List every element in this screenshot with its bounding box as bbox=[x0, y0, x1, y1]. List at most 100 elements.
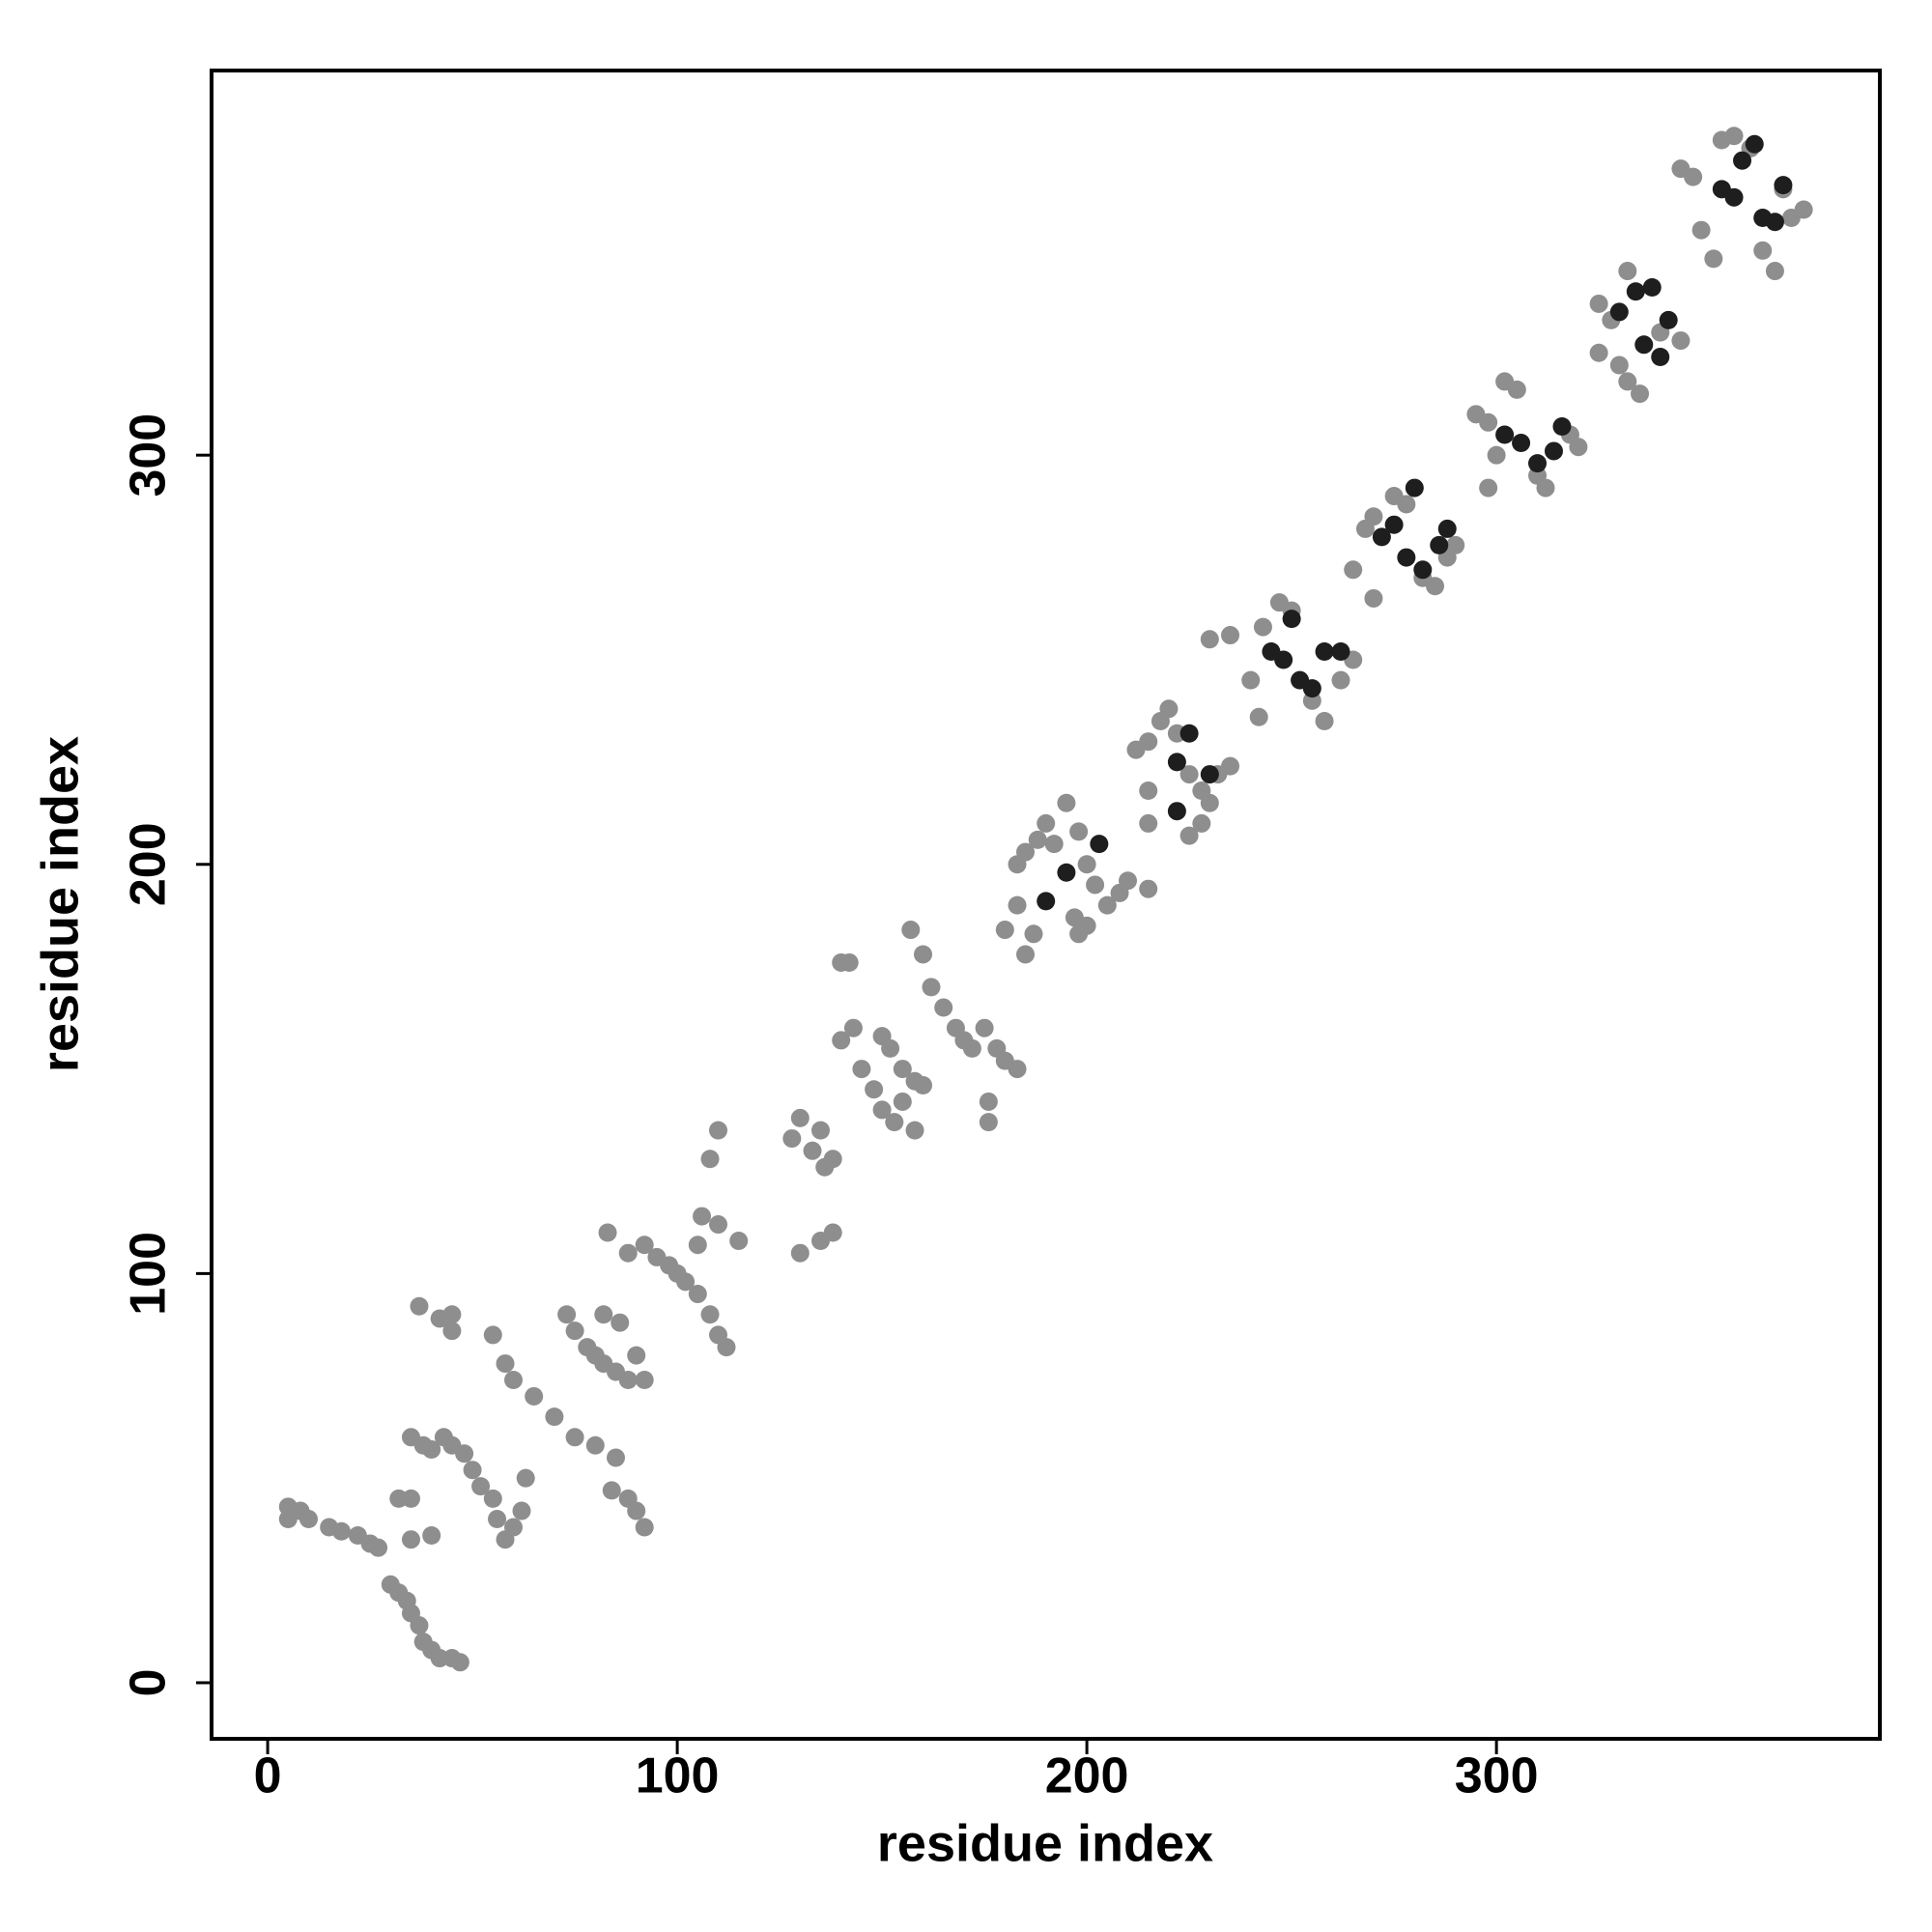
point bbox=[865, 1080, 884, 1099]
point bbox=[1364, 588, 1383, 608]
point bbox=[635, 1371, 654, 1390]
point bbox=[598, 1223, 617, 1242]
point bbox=[1241, 670, 1261, 690]
point bbox=[995, 921, 1014, 940]
point bbox=[1037, 892, 1056, 911]
point bbox=[881, 1038, 900, 1058]
point bbox=[545, 1407, 564, 1427]
point bbox=[594, 1305, 613, 1324]
point bbox=[823, 1223, 842, 1242]
point bbox=[1192, 813, 1211, 833]
point bbox=[1704, 249, 1723, 269]
point bbox=[901, 921, 921, 940]
point bbox=[1069, 822, 1089, 841]
point bbox=[1139, 813, 1158, 833]
point bbox=[525, 1386, 544, 1406]
point bbox=[1528, 454, 1548, 473]
point bbox=[1487, 445, 1506, 465]
point bbox=[1200, 630, 1219, 649]
point bbox=[483, 1325, 502, 1345]
point bbox=[700, 1150, 720, 1169]
point bbox=[709, 1121, 728, 1140]
point bbox=[1179, 765, 1199, 784]
point bbox=[410, 1296, 429, 1316]
point bbox=[1618, 372, 1637, 391]
point bbox=[1642, 278, 1662, 298]
point bbox=[401, 1489, 420, 1508]
point bbox=[565, 1321, 584, 1341]
point bbox=[1016, 842, 1036, 862]
point bbox=[688, 1285, 707, 1304]
point bbox=[488, 1510, 507, 1529]
point bbox=[442, 1305, 462, 1324]
point bbox=[1024, 924, 1043, 944]
point bbox=[1159, 699, 1179, 719]
point bbox=[1253, 617, 1272, 637]
point bbox=[1221, 626, 1240, 645]
point bbox=[688, 1236, 707, 1255]
point bbox=[1090, 835, 1109, 854]
point bbox=[1097, 895, 1117, 915]
point bbox=[1413, 560, 1433, 580]
point bbox=[979, 1113, 998, 1132]
point bbox=[1753, 241, 1773, 260]
point bbox=[1119, 871, 1138, 891]
point bbox=[627, 1501, 646, 1520]
point bbox=[893, 1060, 912, 1079]
point bbox=[676, 1272, 696, 1292]
point bbox=[693, 1207, 712, 1226]
point bbox=[975, 1018, 994, 1037]
point bbox=[298, 1510, 318, 1529]
point bbox=[1774, 176, 1793, 195]
point bbox=[1086, 875, 1105, 895]
point bbox=[1691, 220, 1711, 240]
point bbox=[1609, 302, 1629, 322]
point bbox=[700, 1305, 720, 1324]
point bbox=[450, 1653, 469, 1672]
point bbox=[1179, 826, 1199, 845]
x-tick-label: 0 bbox=[254, 1748, 282, 1804]
point bbox=[1651, 348, 1670, 367]
point bbox=[1044, 835, 1064, 854]
point bbox=[1569, 438, 1588, 457]
point bbox=[1733, 151, 1752, 170]
point bbox=[1479, 478, 1498, 497]
point bbox=[790, 1243, 810, 1263]
point bbox=[1331, 642, 1350, 662]
point bbox=[790, 1108, 810, 1127]
point bbox=[1544, 441, 1563, 461]
point bbox=[1745, 134, 1764, 154]
point bbox=[1139, 732, 1158, 752]
point bbox=[1446, 535, 1465, 554]
point bbox=[729, 1231, 749, 1250]
point bbox=[1479, 412, 1498, 432]
point bbox=[401, 1530, 420, 1549]
point bbox=[1057, 863, 1076, 882]
point bbox=[585, 1435, 605, 1455]
point bbox=[1405, 478, 1424, 497]
point bbox=[1315, 642, 1334, 662]
point bbox=[1302, 679, 1321, 698]
point bbox=[422, 1525, 441, 1545]
point bbox=[885, 1113, 904, 1132]
point bbox=[1618, 262, 1637, 281]
point bbox=[1008, 895, 1027, 915]
point bbox=[1609, 355, 1629, 375]
point bbox=[1200, 765, 1219, 784]
point bbox=[717, 1338, 736, 1357]
point bbox=[1426, 577, 1445, 596]
point bbox=[1372, 527, 1391, 547]
point bbox=[1552, 417, 1572, 437]
point bbox=[1008, 1060, 1027, 1079]
point bbox=[422, 1440, 441, 1460]
point bbox=[914, 1076, 933, 1095]
point bbox=[839, 952, 859, 972]
point bbox=[471, 1477, 491, 1496]
point bbox=[1167, 753, 1186, 772]
plot-frame bbox=[210, 69, 1882, 1741]
point bbox=[496, 1354, 515, 1374]
point bbox=[1384, 515, 1404, 534]
point bbox=[1631, 384, 1650, 404]
point bbox=[1724, 187, 1744, 207]
